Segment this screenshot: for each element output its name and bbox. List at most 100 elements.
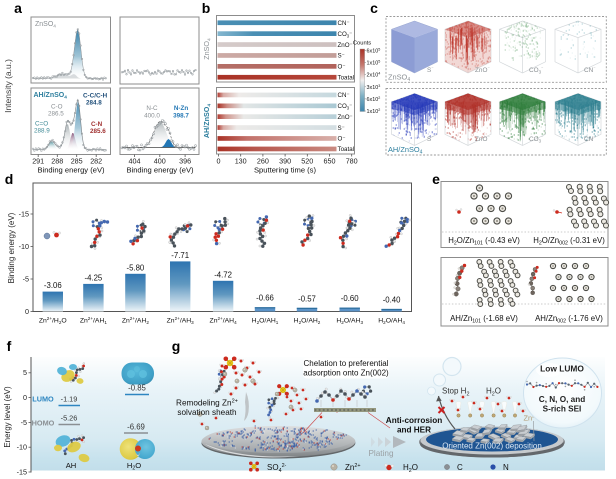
svg-text:S⁻: S⁻ [427,135,434,143]
svg-text:S⁻: S⁻ [427,66,434,74]
svg-text:C-N: C-N [91,121,103,128]
svg-text:400.0: 400.0 [144,113,160,120]
svg-text:1x105: 1x105 [367,60,381,67]
svg-text:Anti-corrosion: Anti-corrosion [386,416,442,425]
svg-text:398.7: 398.7 [173,113,189,120]
svg-text:CO3⁻: CO3⁻ [338,31,353,38]
svg-text:Energy level (eV): Energy level (eV) [3,386,12,448]
svg-text:C, N, O, and: C, N, O, and [539,395,585,404]
svg-text:1x102: 1x102 [367,108,381,115]
svg-text:-0.66: -0.66 [256,294,274,303]
svg-text:ZnSO4: ZnSO4 [35,21,56,30]
svg-text:AH/ZnSO4: AH/ZnSO4 [202,104,213,139]
svg-text:Low LUMO: Low LUMO [540,364,584,374]
svg-text:a: a [14,0,22,16]
svg-text:CO3⁻: CO3⁻ [338,103,353,110]
svg-text:ZnSO4: ZnSO4 [202,38,213,60]
svg-text:H2O/AH3: H2O/AH3 [336,318,363,326]
svg-text:C-C/C-H: C-C/C-H [83,93,108,100]
svg-text:AH/ZnSO4: AH/ZnSO4 [388,145,423,156]
svg-text:-0.57: -0.57 [298,294,316,303]
svg-text:520: 520 [301,157,313,166]
svg-text:N-Zn: N-Zn [174,105,188,112]
svg-text:6x102: 6x102 [367,96,381,103]
svg-text:400: 400 [154,157,166,166]
svg-text:650: 650 [324,157,336,166]
svg-text:AH/Zn002 (-1.76 eV): AH/Zn002 (-1.76 eV) [535,314,603,325]
svg-text:N: N [503,463,509,472]
svg-text:AH/ZnSO4: AH/ZnSO4 [34,92,68,101]
svg-text:S-rich SEI: S-rich SEI [543,405,582,414]
svg-text:286.5: 286.5 [48,111,64,118]
svg-text:f: f [7,338,12,354]
svg-text:130: 130 [235,157,247,166]
svg-text:-0.40: -0.40 [383,295,401,304]
svg-text:Chelation to preferential: Chelation to preferential [304,359,389,368]
svg-text:adsorption onto Zn(002): adsorption onto Zn(002) [303,369,389,378]
svg-text:-5.80: -5.80 [127,263,145,272]
svg-text:N-C: N-C [146,105,158,112]
svg-text:c: c [370,0,378,16]
svg-text:Zn2+/AH3: Zn2+/AH3 [167,316,195,325]
svg-text:285.6: 285.6 [90,128,106,135]
svg-text:780: 780 [346,157,358,166]
svg-text:-10: -10 [17,443,27,452]
svg-text:2x104: 2x104 [367,72,381,79]
svg-text:H2O/Zn002 (-0.31 eV): H2O/Zn002 (-0.31 eV) [533,236,605,247]
svg-text:C: C [457,463,463,472]
svg-text:0: 0 [25,307,29,316]
svg-text:-3.06: -3.06 [44,281,62,290]
svg-text:404: 404 [129,157,141,166]
svg-text:SO42-: SO42- [267,463,287,474]
svg-text:3x103: 3x103 [367,84,381,91]
svg-text:390: 390 [279,157,291,166]
svg-text:AH: AH [66,461,77,470]
svg-text:-15: -15 [19,209,29,218]
svg-text:-7.71: -7.71 [171,251,189,260]
svg-text:Remodeling Zn2+: Remodeling Zn2+ [176,398,238,407]
svg-text:H2O/AH1: H2O/AH1 [252,318,279,326]
svg-text:291: 291 [32,157,44,166]
svg-text:Zn2+: Zn2+ [345,463,361,472]
svg-text:ZnO⁻: ZnO⁻ [475,66,490,74]
svg-text:S⁻: S⁻ [338,53,345,60]
svg-text:H2O/AH2: H2O/AH2 [294,318,321,326]
svg-text:Binding energy (eV): Binding energy (eV) [7,212,16,283]
svg-text:ZnO⁻: ZnO⁻ [338,42,353,49]
svg-text:-1.19: -1.19 [61,395,78,404]
svg-text:Sputtering time (s): Sputtering time (s) [254,166,317,175]
svg-text:Oriented Zn(002) deposition: Oriented Zn(002) deposition [442,442,542,451]
svg-text:396: 396 [179,157,191,166]
svg-text:6x105: 6x105 [367,47,381,54]
svg-text:CN⁻: CN⁻ [584,135,596,143]
svg-text:CN⁻: CN⁻ [338,20,350,27]
svg-text:-5: -5 [21,418,27,427]
svg-text:LUMO: LUMO [32,395,54,404]
svg-text:-5: -5 [23,274,29,283]
svg-text:ZnO⁻: ZnO⁻ [338,114,353,121]
svg-text:Zn2+/AH2: Zn2+/AH2 [122,316,150,325]
svg-text:ZnO⁻: ZnO⁻ [475,135,490,143]
svg-text:solvation sheath: solvation sheath [177,408,237,417]
svg-text:H2O: H2O [127,461,141,472]
svg-text:Binding energy (eV): Binding energy (eV) [37,166,105,175]
svg-text:0: 0 [23,393,27,402]
svg-text:5: 5 [23,368,27,377]
svg-text:Toatal: Toatal [338,75,355,82]
svg-text:Intensity (a.u.): Intensity (a.u.) [3,59,13,113]
svg-text:C=O: C=O [35,121,48,128]
svg-text:Stop H2: Stop H2 [442,387,469,398]
svg-text:-10: -10 [19,242,29,251]
svg-text:H2O: H2O [403,463,418,474]
svg-text:e: e [432,171,440,187]
svg-text:H2O/Zn101 (-0.43 eV): H2O/Zn101 (-0.43 eV) [448,236,520,247]
svg-text:Toatal: Toatal [338,146,355,153]
svg-text:-5.26: -5.26 [61,414,78,423]
svg-text:and HER: and HER [397,426,431,435]
svg-text:g: g [172,338,181,354]
svg-text:-0.85: -0.85 [128,384,146,393]
svg-text:Zn2+/H2O: Zn2+/H2O [39,316,67,325]
svg-text:282: 282 [90,157,102,166]
svg-text:0: 0 [217,157,221,166]
svg-text:CO3⁻: CO3⁻ [529,135,543,144]
